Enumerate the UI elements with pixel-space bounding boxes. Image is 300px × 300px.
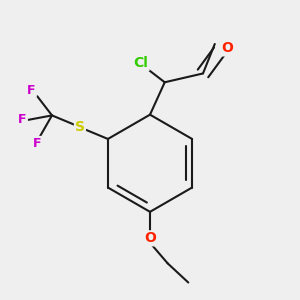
Text: O: O	[221, 41, 233, 56]
Text: F: F	[18, 113, 27, 126]
Text: F: F	[33, 137, 41, 150]
Text: Cl: Cl	[134, 56, 148, 70]
Text: F: F	[27, 84, 36, 97]
Text: O: O	[144, 231, 156, 245]
Text: S: S	[75, 120, 85, 134]
